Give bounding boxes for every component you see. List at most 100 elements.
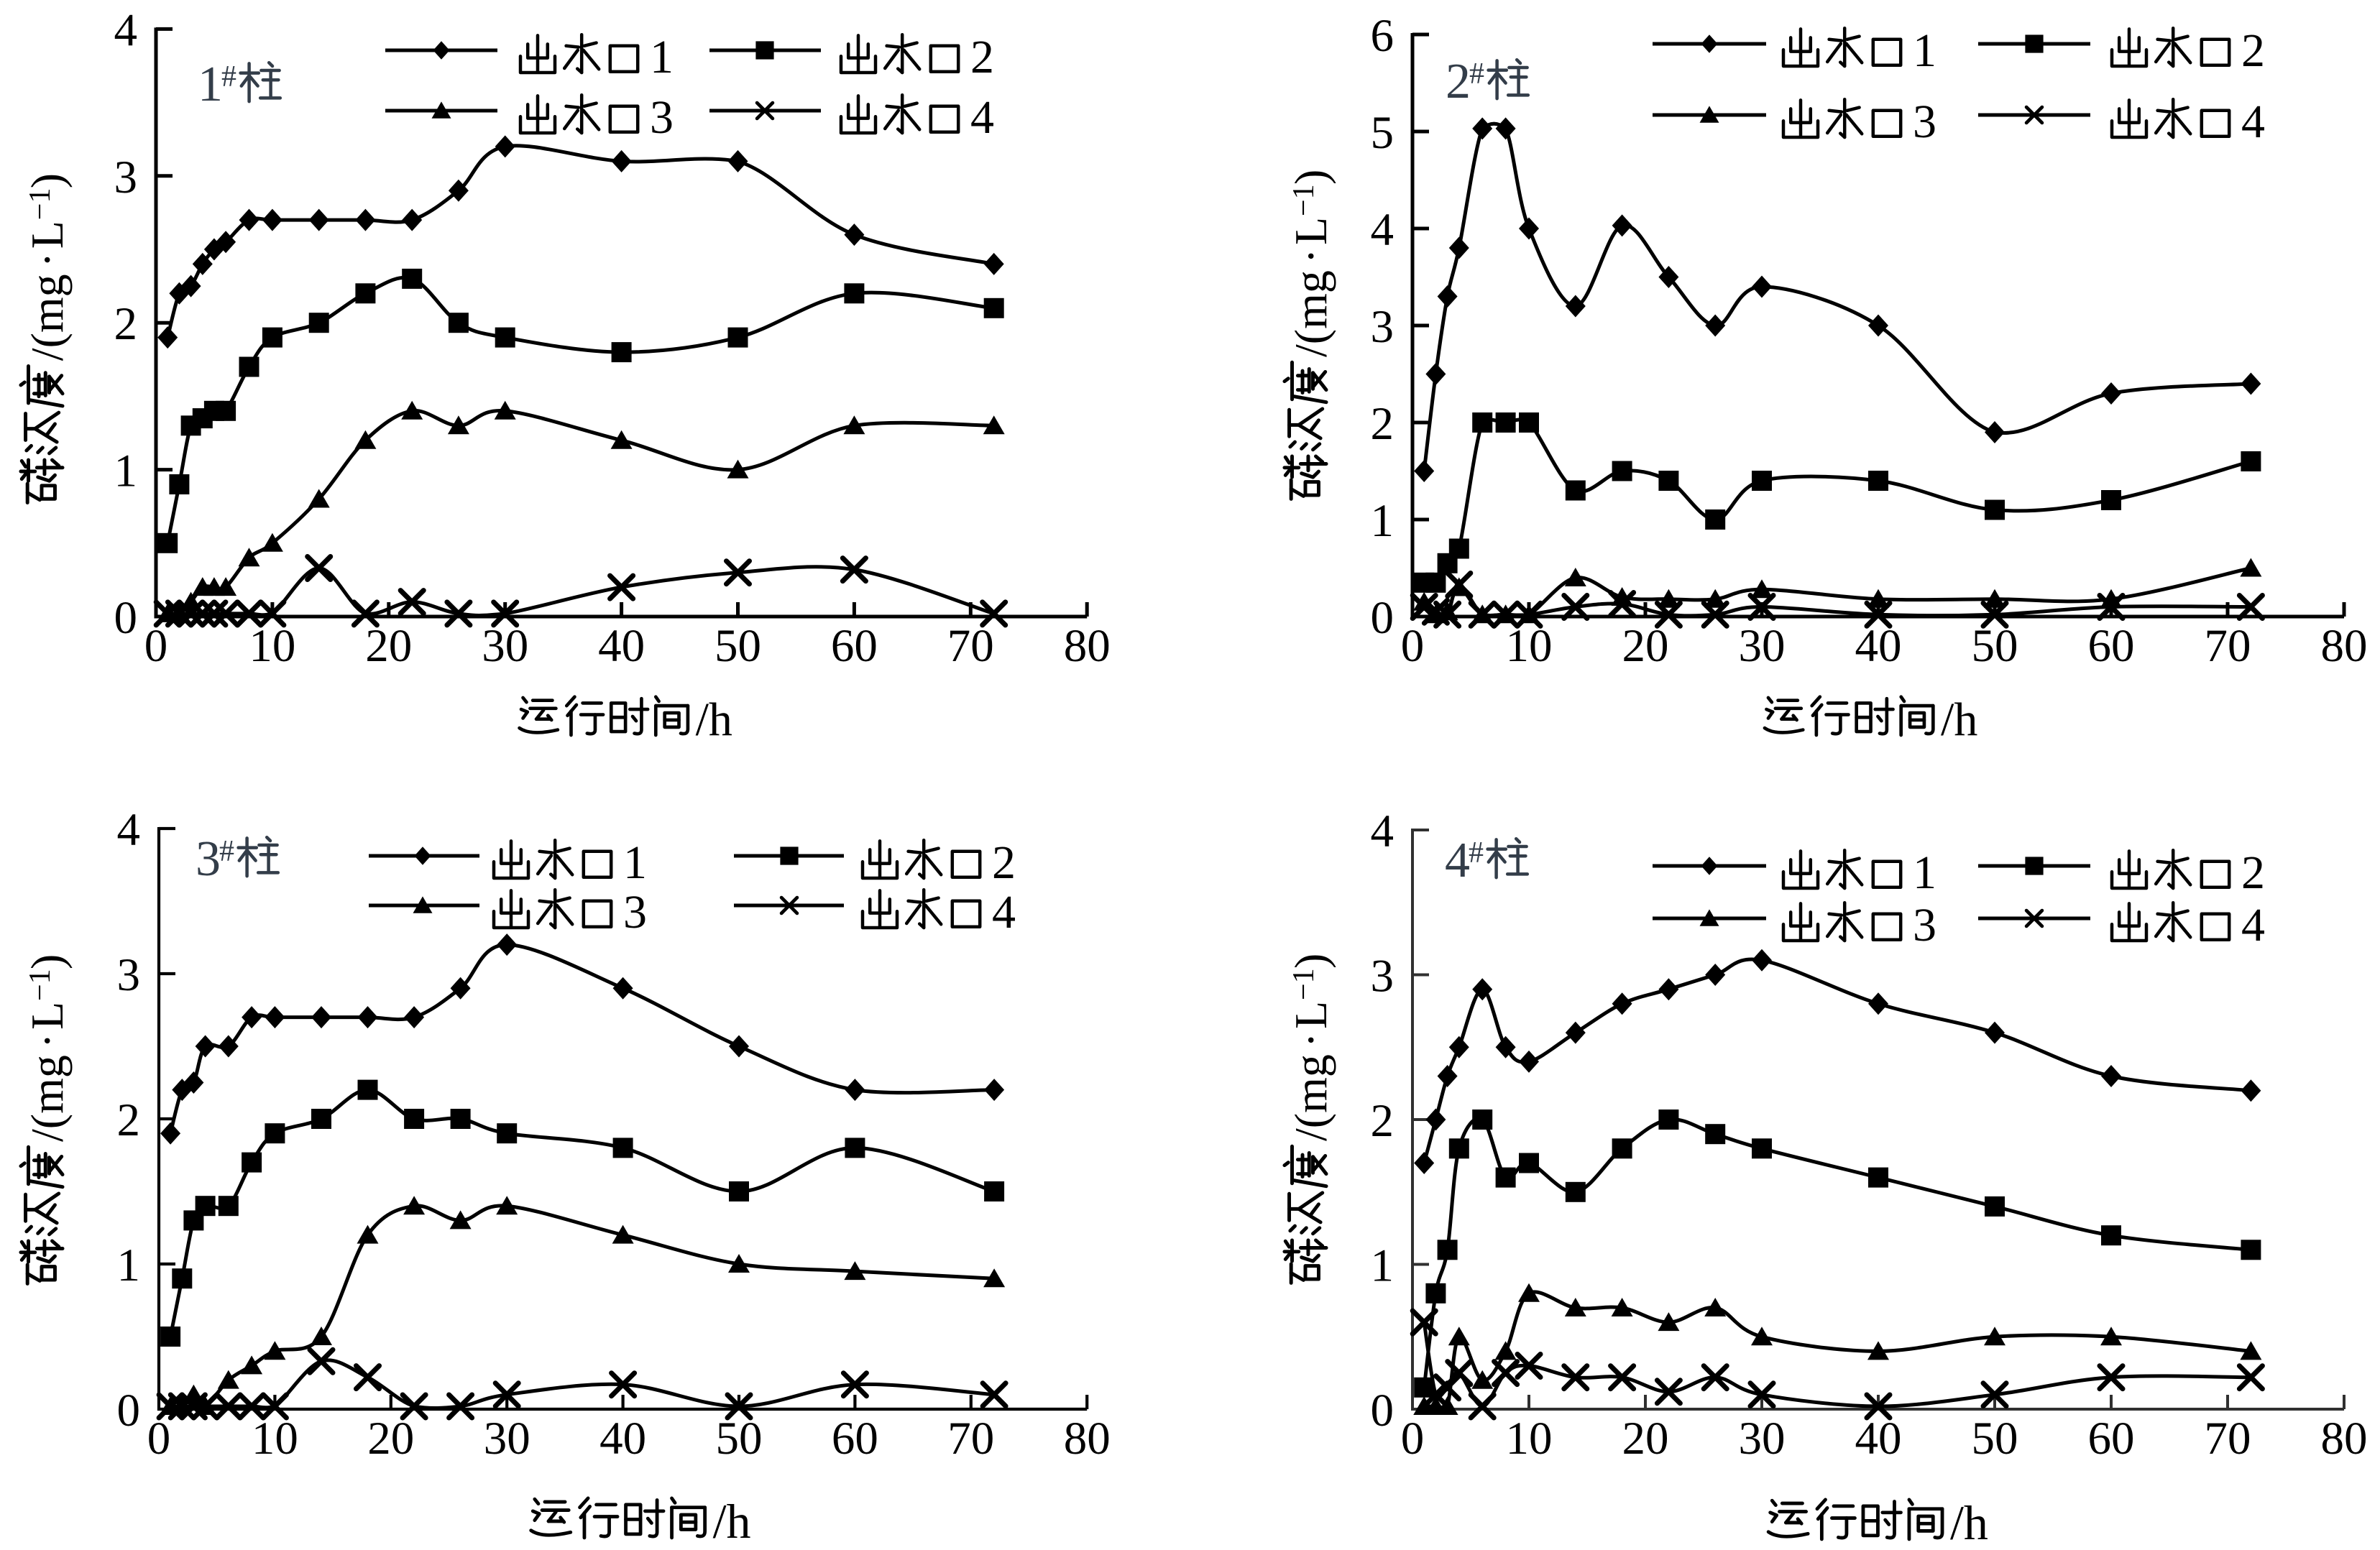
svg-text:#: #: [221, 60, 236, 93]
svg-text:2: 2: [970, 31, 994, 83]
svg-text:·: ·: [1285, 1033, 1336, 1048]
svg-text:3: 3: [1371, 301, 1395, 353]
svg-text:70: 70: [947, 1413, 994, 1464]
svg-text:4: 4: [1371, 204, 1395, 256]
svg-text:4: 4: [2241, 96, 2265, 148]
svg-text:2: 2: [1371, 1095, 1395, 1147]
svg-text:): ): [22, 954, 73, 969]
svg-text:60: 60: [831, 620, 878, 672]
svg-text:−1: −1: [24, 188, 57, 221]
svg-text:80: 80: [1064, 620, 1111, 672]
svg-text:2: 2: [117, 1094, 141, 1146]
svg-text:60: 60: [832, 1413, 878, 1464]
svg-text:1: 1: [623, 836, 647, 889]
svg-text:10: 10: [252, 1413, 298, 1464]
svg-text:0: 0: [117, 1385, 141, 1436]
svg-text:1: 1: [117, 1240, 141, 1291]
svg-text:4: 4: [970, 91, 994, 144]
svg-text:2: 2: [2241, 846, 2265, 899]
svg-text:30: 30: [1739, 1413, 1786, 1464]
svg-text:/(mg: /(mg: [22, 1055, 73, 1142]
svg-text:3: 3: [196, 831, 221, 887]
svg-text:3: 3: [623, 886, 647, 938]
svg-text:4: 4: [114, 4, 138, 56]
svg-text:2: 2: [992, 836, 1016, 889]
svg-text:10: 10: [1506, 1413, 1553, 1464]
svg-text:40: 40: [598, 620, 645, 672]
svg-text:4: 4: [117, 804, 141, 856]
svg-text:20: 20: [1622, 1413, 1669, 1464]
svg-text:3: 3: [1913, 899, 1936, 951]
svg-text:1: 1: [114, 446, 138, 497]
svg-text:0: 0: [1401, 620, 1425, 672]
svg-text:·: ·: [22, 1033, 73, 1048]
svg-text:3: 3: [114, 152, 138, 203]
svg-text:10: 10: [249, 620, 295, 672]
svg-text:L: L: [22, 1002, 73, 1030]
svg-text:0: 0: [114, 592, 138, 644]
svg-text:80: 80: [2321, 620, 2368, 672]
svg-text:L: L: [22, 221, 73, 249]
svg-text:#: #: [219, 835, 234, 868]
svg-text:5: 5: [1371, 107, 1395, 159]
svg-text:2: 2: [2241, 24, 2265, 77]
svg-text:): ): [1285, 954, 1336, 969]
svg-text:0: 0: [144, 620, 168, 672]
svg-text:50: 50: [715, 620, 761, 672]
svg-text:): ): [22, 173, 73, 188]
svg-text:70: 70: [947, 620, 994, 672]
svg-text:6: 6: [1371, 10, 1395, 62]
svg-text:4: 4: [1371, 806, 1395, 857]
svg-text:L: L: [1285, 1001, 1336, 1029]
svg-text:·: ·: [22, 252, 73, 267]
svg-text:0: 0: [1371, 592, 1395, 644]
svg-text:4: 4: [2241, 899, 2265, 951]
svg-text:40: 40: [599, 1413, 646, 1464]
svg-text:20: 20: [367, 1413, 414, 1464]
svg-text:20: 20: [365, 620, 412, 672]
svg-text:30: 30: [482, 620, 528, 672]
svg-text:−1: −1: [1287, 968, 1320, 1000]
svg-text:0: 0: [147, 1413, 171, 1464]
svg-text:70: 70: [2205, 1413, 2251, 1464]
svg-text:0: 0: [1401, 1413, 1425, 1464]
svg-text:2: 2: [1371, 398, 1395, 450]
svg-text:1: 1: [1371, 495, 1395, 547]
svg-text:4: 4: [1445, 833, 1470, 888]
svg-text:): ): [1285, 170, 1336, 185]
svg-text:/(mg: /(mg: [1285, 270, 1336, 357]
svg-text:L: L: [1285, 217, 1336, 245]
svg-text:3: 3: [1371, 951, 1395, 1002]
svg-text:3: 3: [650, 91, 674, 144]
svg-text:0: 0: [1371, 1385, 1395, 1436]
svg-text:30: 30: [1739, 620, 1786, 672]
svg-text:/(mg: /(mg: [22, 274, 73, 361]
svg-text:2: 2: [114, 298, 138, 350]
svg-text:/h: /h: [1950, 1495, 1988, 1550]
svg-text:20: 20: [1622, 620, 1669, 672]
svg-text:/h: /h: [696, 693, 732, 746]
svg-text:50: 50: [1972, 1413, 2018, 1464]
svg-text:1: 1: [1913, 24, 1936, 77]
svg-text:40: 40: [1855, 620, 1902, 672]
svg-text:1: 1: [1371, 1240, 1395, 1292]
svg-text:80: 80: [1064, 1413, 1111, 1464]
svg-text:40: 40: [1855, 1413, 1902, 1464]
svg-text:3: 3: [117, 949, 141, 1001]
svg-text:−1: −1: [1287, 184, 1320, 216]
svg-text:#: #: [1469, 836, 1484, 869]
svg-text:/h: /h: [1941, 693, 1977, 746]
svg-text:3: 3: [1913, 96, 1936, 148]
svg-text:2: 2: [1446, 54, 1471, 109]
svg-text:1: 1: [1913, 846, 1936, 899]
svg-text:60: 60: [2088, 1413, 2135, 1464]
svg-text:1: 1: [650, 31, 674, 83]
svg-text:#: #: [1469, 57, 1484, 91]
svg-text:30: 30: [484, 1413, 530, 1464]
svg-text:10: 10: [1506, 620, 1553, 672]
svg-text:4: 4: [992, 886, 1016, 938]
svg-text:/h: /h: [713, 1494, 751, 1549]
svg-text:60: 60: [2088, 620, 2135, 672]
svg-text:70: 70: [2205, 620, 2251, 672]
svg-text:/(mg: /(mg: [1285, 1054, 1336, 1141]
